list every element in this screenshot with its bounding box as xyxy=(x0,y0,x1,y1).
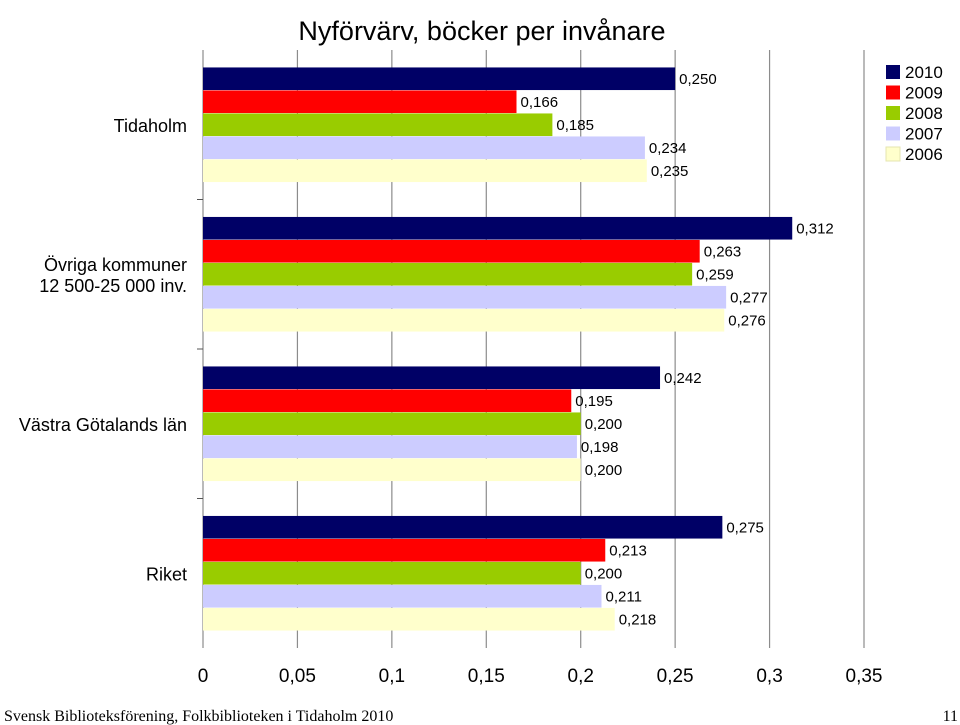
x-tick-labels: 0 0,05 0,1 0,15 0,2 0,25 0,3 0,35 xyxy=(198,666,883,687)
bar xyxy=(203,538,606,562)
category-label: Västra Götalands län xyxy=(19,415,187,435)
x-tick-label: 0,15 xyxy=(468,666,505,687)
data-labels: 0,250 0,166 0,185 0,234 0,235 0,312 0,263 0,259… xyxy=(521,71,834,629)
footer-text: Svensk Biblioteksförening, Folkbibliotek… xyxy=(4,708,393,725)
data-label: 0,166 xyxy=(521,94,559,111)
legend-swatch xyxy=(885,146,901,162)
bar xyxy=(203,607,615,631)
legend-swatch xyxy=(886,126,900,141)
x-tick-label: 0,25 xyxy=(657,666,694,687)
data-label: 0,195 xyxy=(575,393,613,410)
x-tick-label: 0,2 xyxy=(568,666,594,687)
data-label: 0,211 xyxy=(605,588,641,605)
bar xyxy=(203,366,661,390)
bar xyxy=(203,435,577,459)
data-label: 0,277 xyxy=(730,289,768,306)
category-label: Övriga kommuner xyxy=(44,255,187,275)
category-label: Riket xyxy=(146,564,187,584)
x-tick-label: 0,05 xyxy=(279,666,316,687)
bar xyxy=(203,285,727,309)
data-label: 0,275 xyxy=(726,519,764,536)
data-label: 0,198 xyxy=(581,439,619,456)
data-label: 0,276 xyxy=(728,312,766,329)
chart-title: Nyförvärv, böcker per invånare xyxy=(298,16,665,46)
bar xyxy=(203,412,581,436)
bar xyxy=(203,561,581,585)
bar xyxy=(203,159,647,183)
x-tick-label: 0,3 xyxy=(756,666,782,687)
data-label: 0,218 xyxy=(619,611,657,628)
legend-label: 2010 xyxy=(905,63,943,82)
bar xyxy=(203,239,700,263)
category-label: Tidaholm xyxy=(114,116,187,136)
x-tick-label: 0 xyxy=(198,666,209,687)
data-label: 0,185 xyxy=(556,117,594,134)
bars xyxy=(203,67,793,631)
bar xyxy=(203,458,581,482)
legend-label: 2007 xyxy=(905,125,943,144)
bar xyxy=(203,113,553,137)
legend-swatch xyxy=(886,65,900,79)
data-label: 0,312 xyxy=(796,220,834,237)
data-label: 0,259 xyxy=(696,266,734,283)
data-label: 0,200 xyxy=(585,565,623,582)
data-label: 0,250 xyxy=(679,71,717,88)
category-label: 12 500-25 000 inv. xyxy=(39,276,187,296)
bar xyxy=(203,67,676,91)
axes xyxy=(197,50,204,648)
legend-label: 2006 xyxy=(905,145,943,164)
bar xyxy=(203,136,645,160)
x-tick-label: 0,1 xyxy=(379,666,405,687)
bar xyxy=(203,389,572,413)
data-label: 0,234 xyxy=(649,140,687,157)
legend-label: 2009 xyxy=(905,84,943,103)
data-label: 0,200 xyxy=(585,462,623,479)
legend-label: 2008 xyxy=(905,104,943,123)
bar xyxy=(203,262,693,286)
data-label: 0,263 xyxy=(704,243,742,260)
bar xyxy=(203,308,725,332)
bar xyxy=(203,515,723,539)
legend-swatch xyxy=(886,106,900,120)
data-label: 0,200 xyxy=(585,416,623,433)
page-number: 11 xyxy=(943,708,958,725)
bar xyxy=(203,216,793,240)
data-label: 0,235 xyxy=(651,163,689,180)
bar xyxy=(203,584,602,608)
bar xyxy=(203,90,517,114)
data-label: 0,213 xyxy=(609,542,647,559)
x-tick-label: 0,35 xyxy=(846,666,883,687)
legend-swatch xyxy=(886,85,900,100)
data-label: 0,242 xyxy=(664,370,702,387)
